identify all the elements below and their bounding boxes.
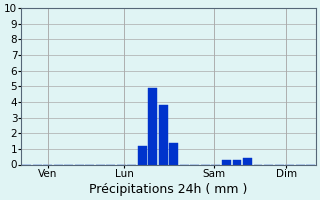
Bar [233, 160, 242, 164]
Bar [148, 88, 157, 164]
Bar [138, 146, 147, 164]
Bar [243, 158, 252, 164]
X-axis label: Précipitations 24h ( mm ): Précipitations 24h ( mm ) [90, 183, 248, 196]
Bar [222, 160, 231, 164]
Bar [169, 143, 178, 164]
Bar [159, 105, 168, 164]
